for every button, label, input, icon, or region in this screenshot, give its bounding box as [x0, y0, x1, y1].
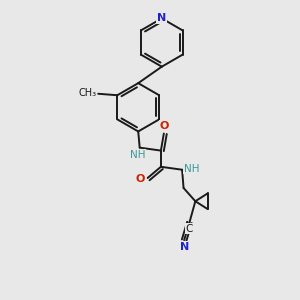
Text: O: O	[135, 174, 145, 184]
Text: NH: NH	[184, 164, 199, 173]
Text: C: C	[186, 224, 193, 234]
Text: CH₃: CH₃	[79, 88, 97, 98]
Text: N: N	[157, 14, 167, 23]
Text: N: N	[179, 242, 189, 252]
Text: NH: NH	[130, 150, 146, 160]
Text: O: O	[160, 121, 169, 130]
